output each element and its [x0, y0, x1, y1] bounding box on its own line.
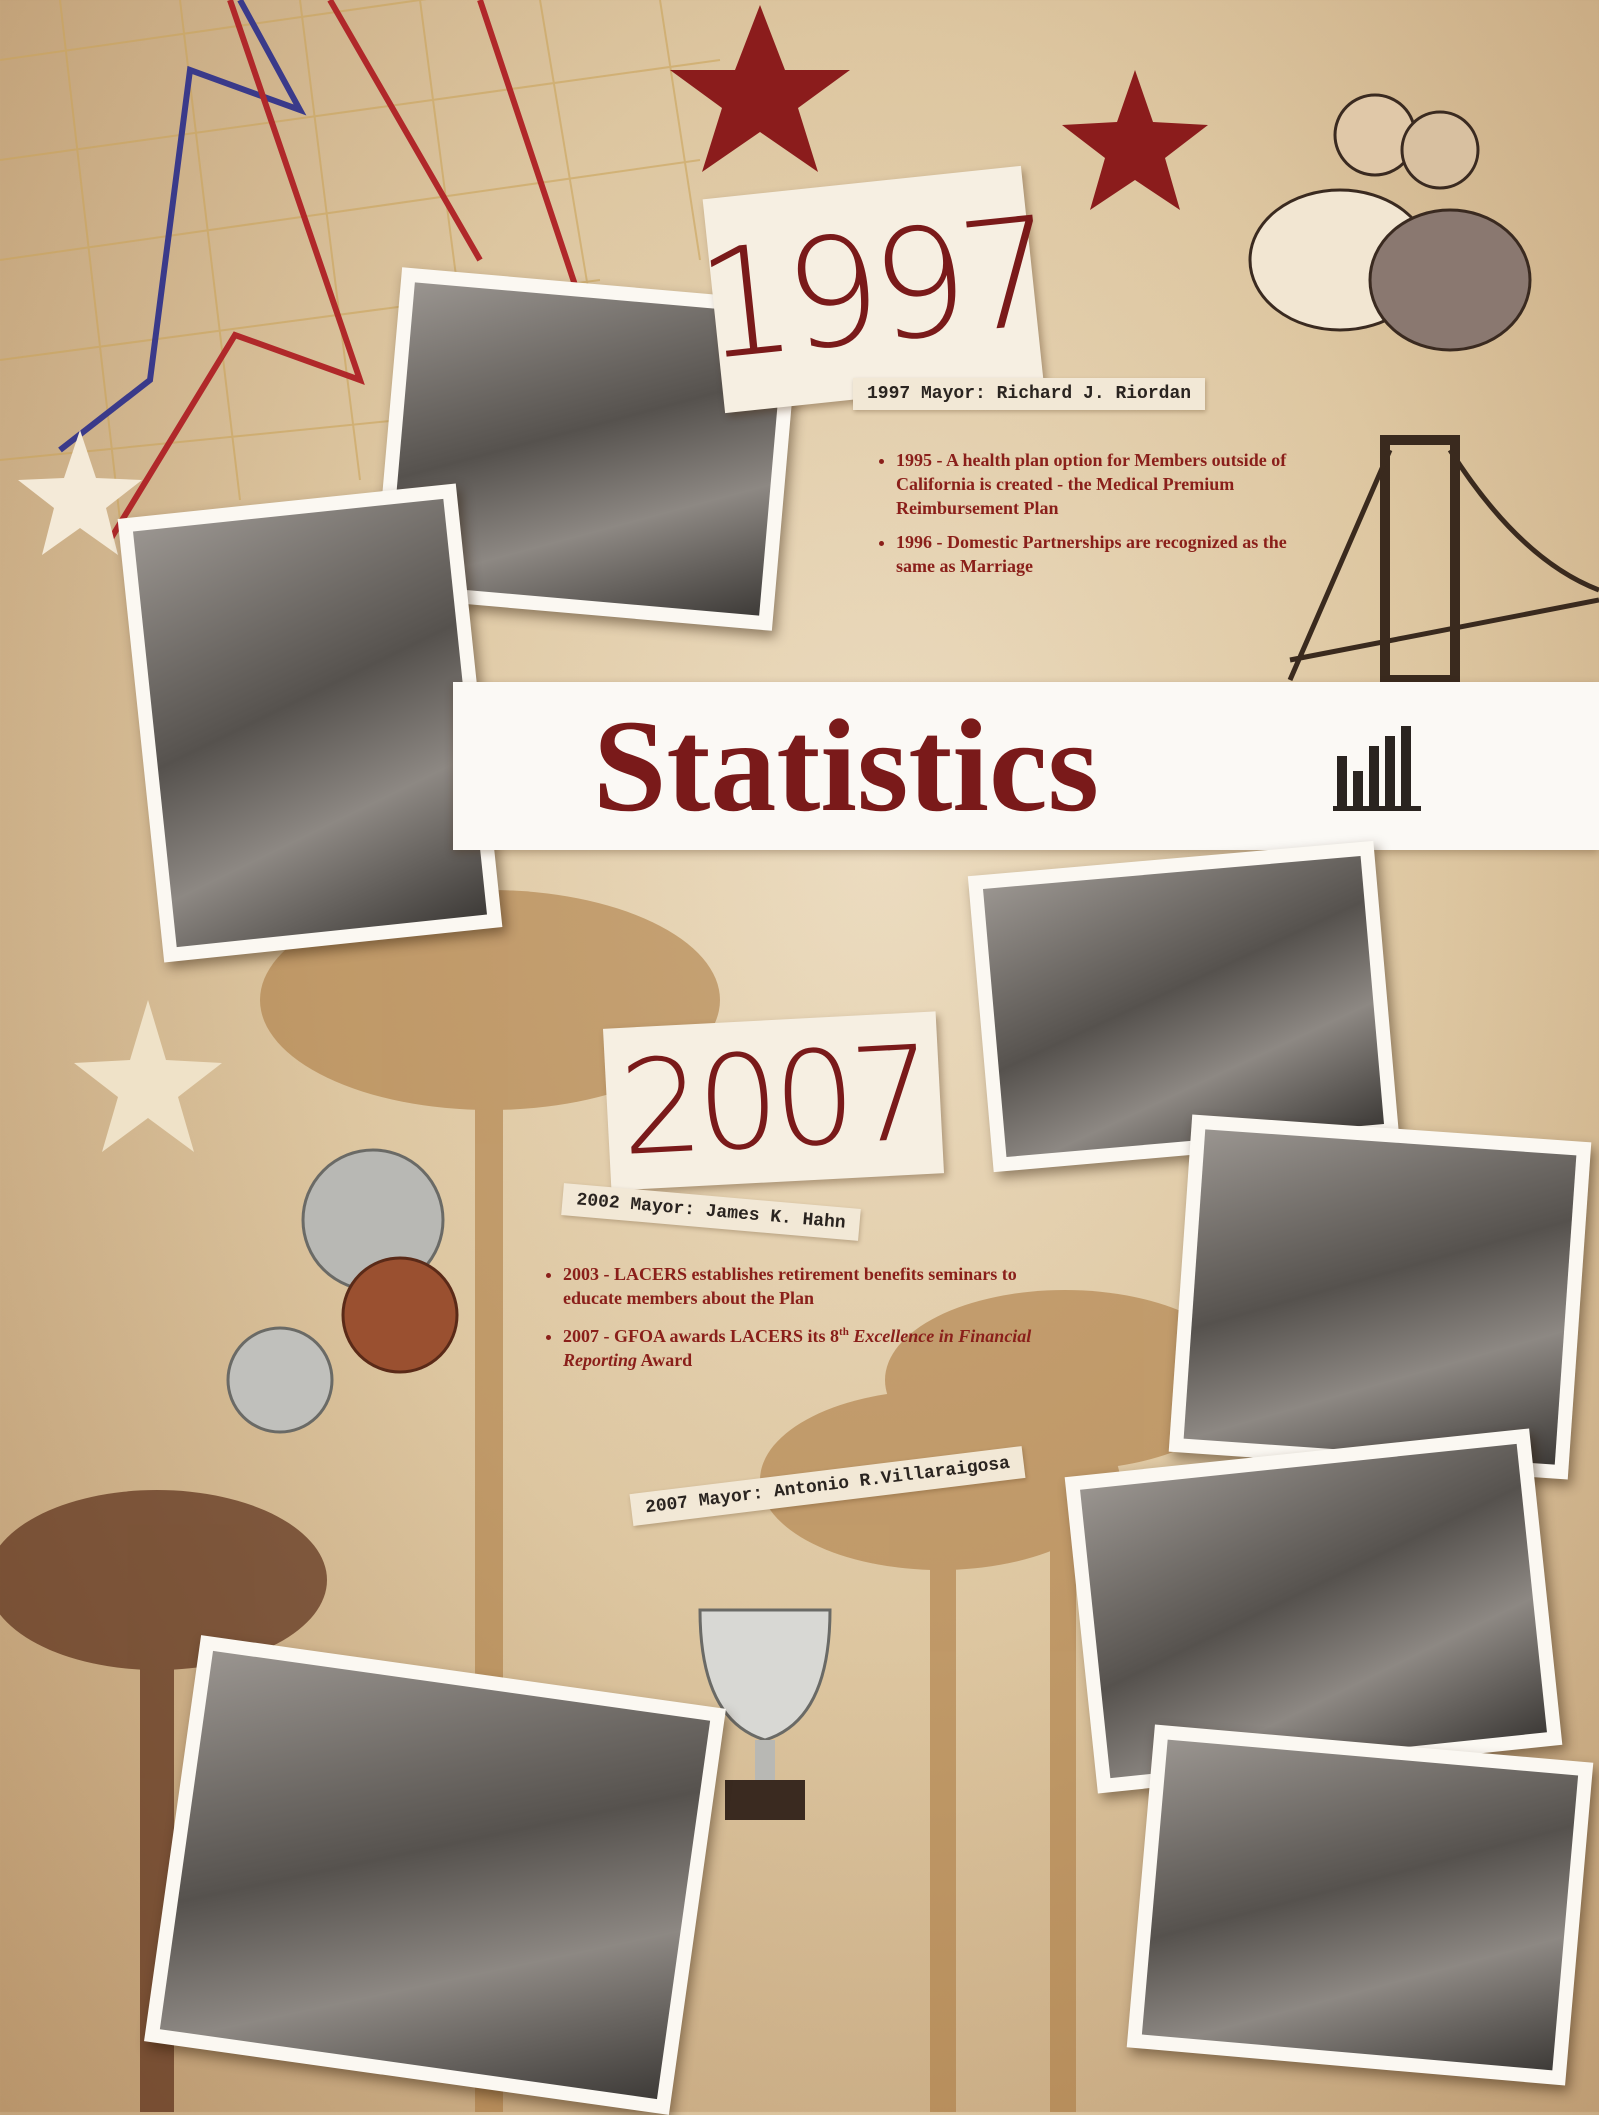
bullet-text: Award: [641, 1350, 693, 1370]
bullet-list: 1995 - A health plan option for Members …: [880, 448, 1316, 588]
year: 1997: [690, 185, 1056, 395]
bar-icon: [1333, 716, 1423, 816]
star: [74, 1000, 222, 1152]
bullet-list: 2003 - LACERS establishes retirement ben…: [547, 1262, 1033, 1382]
star: [670, 5, 850, 172]
year-card: 1997: [703, 166, 1044, 413]
couple-illustration: [1250, 95, 1530, 350]
photo: [144, 1635, 726, 2115]
title-band: Statistics: [453, 682, 1599, 850]
bullet: 1996 - Domestic Partnerships are recogni…: [896, 530, 1316, 578]
ordinal: 8: [830, 1326, 839, 1346]
year: 2007: [616, 1017, 930, 1185]
ordinal-suffix: th: [839, 1326, 849, 1338]
photo: [968, 841, 1399, 1172]
photo: [118, 483, 503, 962]
year-card: 2007: [603, 1011, 944, 1190]
page: 1997 1997 Mayor: Richard J. Riordan 1995…: [0, 0, 1599, 2112]
bullet: 2007 - GFOA awards LACERS its 8th Excell…: [563, 1320, 1033, 1372]
mayor-label: 1997 Mayor: Richard J. Riordan: [853, 378, 1205, 410]
title: Statistics: [593, 696, 1099, 836]
coins: [228, 1150, 457, 1432]
star: [1062, 70, 1208, 210]
bullet: 2003 - LACERS establishes retirement ben…: [563, 1262, 1033, 1310]
photo: [1127, 1724, 1594, 2085]
photo: [1169, 1114, 1592, 1479]
bullet-text: 2007 - GFOA awards LACERS its: [563, 1326, 826, 1346]
chart-line: [60, 0, 300, 450]
bullet: 1995 - A health plan option for Members …: [896, 448, 1316, 520]
bridge: [1290, 440, 1599, 680]
